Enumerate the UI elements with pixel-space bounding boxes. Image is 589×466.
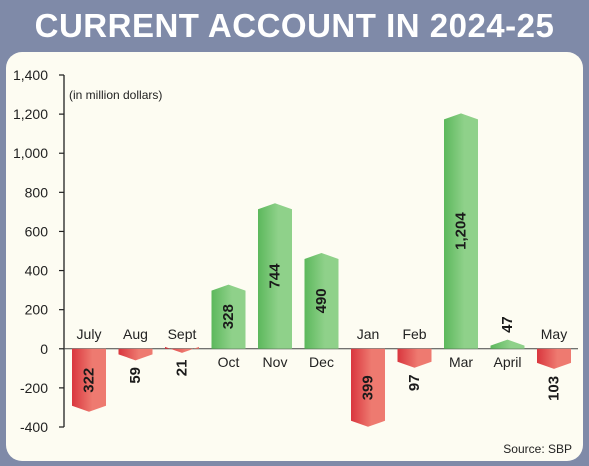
source-note: Source: SBP bbox=[503, 442, 572, 456]
value-label: 399 bbox=[360, 375, 377, 400]
category-label: Feb bbox=[402, 326, 426, 342]
bar-aug bbox=[118, 348, 153, 361]
bar-chart: -400 -200 0 200 400 600 800 1,000 1,200 1,400 Jul… bbox=[13, 67, 578, 456]
value-label: 322 bbox=[81, 368, 98, 393]
y-tick-label: 600 bbox=[25, 223, 49, 239]
bar-nov bbox=[258, 203, 292, 349]
category-label: May bbox=[541, 326, 567, 342]
category-label: Jan bbox=[357, 326, 380, 342]
bars bbox=[72, 113, 571, 427]
bar-mar bbox=[444, 113, 478, 349]
y-tick-label: 200 bbox=[25, 302, 49, 318]
y-tick-label: 800 bbox=[25, 184, 49, 200]
category-label: Oct bbox=[218, 354, 240, 370]
value-label: 103 bbox=[546, 376, 563, 401]
y-tick-label: 0 bbox=[40, 341, 48, 357]
value-label: 744 bbox=[267, 263, 284, 289]
category-label: Nov bbox=[263, 354, 288, 370]
category-label: Mar bbox=[449, 354, 473, 370]
value-label: 490 bbox=[313, 288, 330, 313]
y-tick-label: -400 bbox=[20, 419, 48, 435]
bar-july bbox=[72, 348, 106, 412]
value-label: 1,204 bbox=[453, 212, 470, 250]
bar-may bbox=[537, 348, 571, 369]
y-tick-label: 1,000 bbox=[13, 145, 48, 161]
category-label: April bbox=[493, 354, 521, 370]
category-label: Sept bbox=[168, 326, 197, 342]
category-label: July bbox=[77, 326, 102, 342]
bar-oct bbox=[211, 284, 246, 349]
value-label: 97 bbox=[406, 374, 423, 391]
chart-title: CURRENT ACCOUNT IN 2024-25 bbox=[34, 7, 555, 44]
category-label: Dec bbox=[309, 354, 334, 370]
unit-note: (in million dollars) bbox=[69, 88, 162, 102]
y-tick-label: 1,200 bbox=[13, 106, 48, 122]
bar-april bbox=[490, 339, 525, 349]
bar-dec bbox=[304, 252, 339, 349]
category-label: Aug bbox=[123, 326, 148, 342]
chart-panel: -400 -200 0 200 400 600 800 1,000 1,200 1,400 Jul… bbox=[6, 52, 583, 461]
bar-sept bbox=[165, 346, 199, 353]
labels: July 322 Aug 59 Sept 21 Oct 328 Nov 744 Dec 490 Jan 3… bbox=[77, 212, 568, 401]
y-tick-label: -200 bbox=[20, 380, 48, 396]
bar-feb bbox=[397, 348, 432, 368]
y-tick-label: 1,400 bbox=[13, 67, 48, 83]
value-label: 47 bbox=[499, 316, 516, 333]
bar-jan bbox=[351, 348, 385, 427]
y-tick-label: 400 bbox=[25, 263, 49, 279]
value-label: 59 bbox=[127, 367, 144, 384]
value-label: 328 bbox=[220, 304, 237, 329]
value-label: 21 bbox=[174, 360, 191, 377]
